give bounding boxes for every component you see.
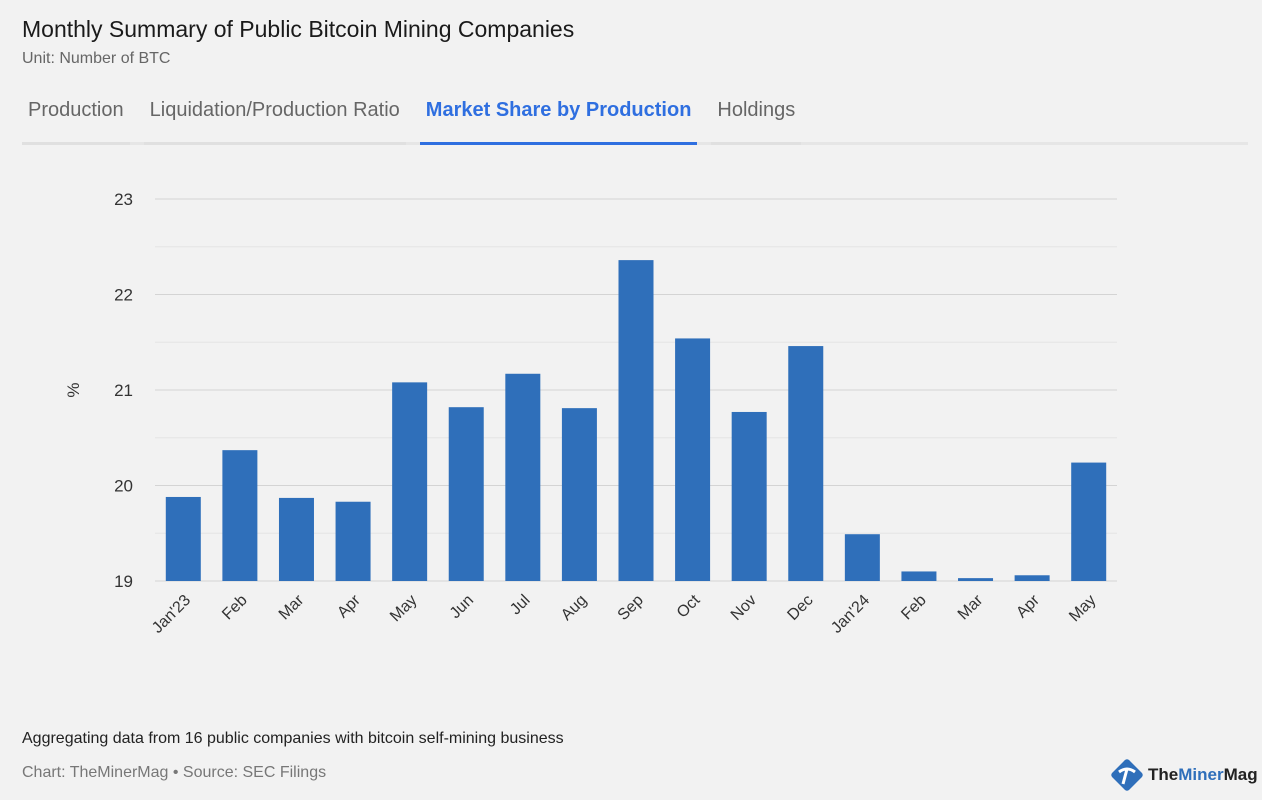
x-tick-label: Mar [955,591,987,623]
bar [561,408,597,581]
page-subtitle: Unit: Number of BTC [22,50,171,67]
bar [448,407,484,581]
bar [731,411,767,581]
bar [335,501,371,581]
x-tick-label: May [387,592,420,625]
y-tick-label: 19 [114,572,133,591]
logo: The Miner Mag [1110,758,1258,792]
bar [958,578,994,581]
x-tick-label: Jan'23 [149,592,194,637]
pickaxe-icon [1111,759,1143,791]
y-axis-label: % [64,382,83,397]
tab-holdings[interactable]: Holdings [711,91,802,145]
bar [1014,575,1050,581]
tab-bar: Production Liquidation/Production Ratio … [22,88,1248,145]
x-tick-label: Jul [507,592,533,618]
x-tick-label: Apr [334,591,364,621]
bar [1071,462,1107,581]
footer-source: Chart: TheMinerMag • Source: SEC Filings [22,764,327,781]
y-tick-label: 20 [114,477,133,496]
page-title: Monthly Summary of Public Bitcoin Mining… [22,16,575,42]
x-tick-label: Dec [784,592,816,624]
logo-mag: Mag [1223,765,1258,784]
x-tick-label: Aug [558,592,590,624]
x-tick-label: Oct [674,591,704,621]
bar [618,260,654,581]
bar-chart: 19 20 21 22 23% Jan'23 Feb Mar Apr May Jun Jul Aug Se… [64,190,1117,637]
x-tick-label: Jun [447,592,477,622]
bar [392,382,428,581]
logo-the: The [1148,765,1179,784]
y-tick-label: 22 [114,286,133,305]
x-tick-label: Jan'24 [828,592,873,637]
bar [675,338,711,581]
bar [222,450,258,581]
bar [844,534,880,581]
x-tick-label: Feb [898,592,930,624]
tab-liquidation-ratio[interactable]: Liquidation/Production Ratio [143,91,406,145]
x-tick-label: Feb [219,592,251,624]
bar [505,373,541,581]
bar [901,571,937,581]
x-tick-label: Nov [728,592,760,624]
bar [788,346,824,581]
footer-note: Aggregating data from 16 public companie… [22,730,564,747]
y-tick-label: 21 [114,381,133,400]
bar [278,497,314,581]
tab-production[interactable]: Production [22,91,130,145]
tab-market-share[interactable]: Market Share by Production [419,91,698,145]
bar [165,496,201,581]
x-tick-label: Sep [615,592,647,624]
logo-miner: Miner [1178,765,1224,784]
y-tick-label: 23 [114,190,133,209]
x-tick-label: Apr [1013,591,1043,621]
x-tick-label: Mar [276,591,308,623]
x-tick-label: May [1066,592,1099,625]
